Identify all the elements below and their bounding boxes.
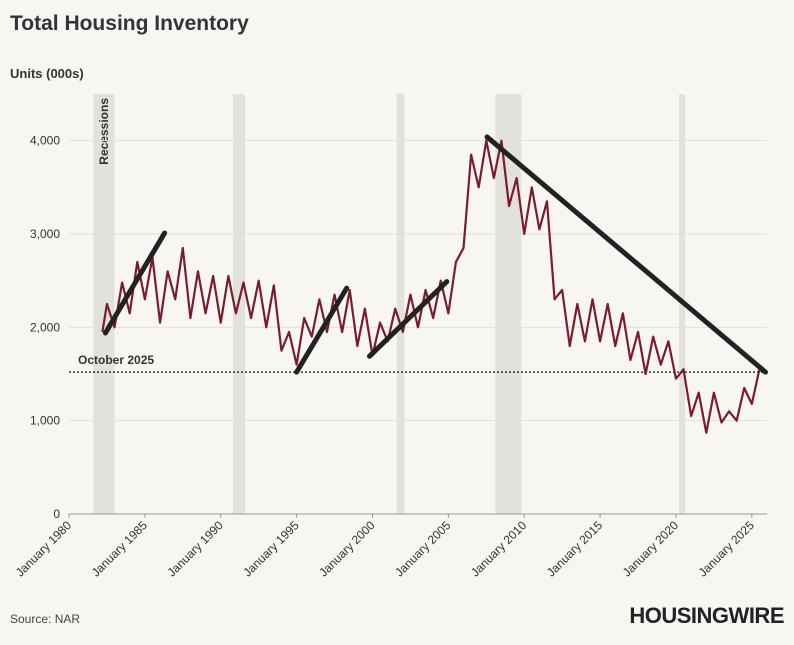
y-tick-label: 3,000 [30,227,60,241]
x-tick-label: January 1990 [165,518,227,580]
x-tick-label: January 2000 [316,518,378,580]
chart-title: Total Housing Inventory [10,12,249,35]
y-axis-label: Units (000s) [10,66,84,81]
x-tick-label: January 2015 [544,518,606,580]
recession-band [93,94,115,514]
trend-line [294,285,350,375]
x-tick-label: January 2025 [696,518,758,580]
source: Source: NAR [10,612,80,626]
brand-logo: HOUSINGWIRE [629,603,784,628]
y-tick-label: 2,000 [30,320,60,334]
reference-label: October 2025 [78,353,154,367]
trend-line [484,134,768,375]
recession-band [396,94,405,514]
x-tick-label: January 1995 [240,518,302,580]
y-tick-label: 4,000 [30,134,60,148]
x-tick-label: January 2010 [468,518,530,580]
trend-line [102,230,168,336]
x-tick-label: January 2020 [620,518,682,580]
x-tick-label: January 1980 [13,518,75,580]
x-tick-label: January 1985 [89,518,151,580]
y-tick-label: 0 [53,507,60,521]
y-tick-label: 1,000 [30,414,60,428]
data-line [101,139,764,434]
recession-label: Recessions [97,98,111,165]
trend-line [366,279,450,359]
x-tick-label: January 2005 [392,518,454,580]
